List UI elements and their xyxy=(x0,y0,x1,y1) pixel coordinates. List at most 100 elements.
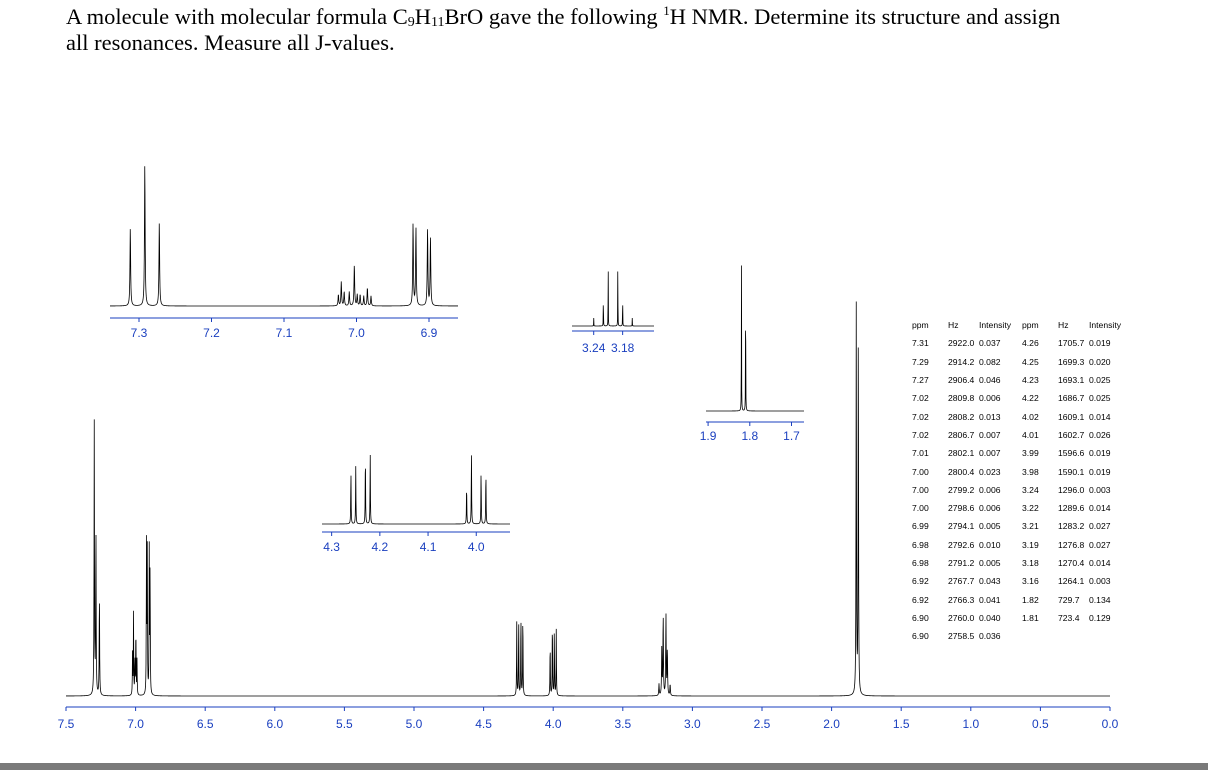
x-tick-label: 0.5 xyxy=(1032,717,1049,731)
peak-table-cell: 2914.2 xyxy=(948,356,975,367)
peak-table-cell: 0.041 xyxy=(979,594,1001,605)
peak-table-cell: 7.00 xyxy=(912,503,929,514)
peak-table-cell: 0.007 xyxy=(979,448,1001,459)
peak-table-cell: 6.92 xyxy=(912,594,929,605)
inset-oxymethylene-trace xyxy=(322,455,510,525)
peak-table-row: 4.01 1602.7 0.026 xyxy=(1022,426,1134,444)
peak-table-row: 6.92 2766.3 0.041 xyxy=(912,590,1024,608)
peak-table-cell: 1.82 xyxy=(1022,594,1039,605)
inset-methylene-tick-label: 3.24 xyxy=(582,341,606,355)
peak-table-header-cell: Hz xyxy=(1058,320,1069,331)
peak-table-cell: 7.29 xyxy=(912,356,929,367)
x-tick-label: 7.0 xyxy=(127,717,144,731)
peak-table-cell: 1602.7 xyxy=(1058,429,1085,440)
peak-table-cell: 6.90 xyxy=(912,631,929,642)
peak-table-cell: 0.014 xyxy=(1089,503,1111,514)
peak-table-cell: 0.014 xyxy=(1089,411,1111,422)
peak-table-cell: 0.006 xyxy=(979,484,1001,495)
peak-table-cell: 4.02 xyxy=(1022,411,1039,422)
peak-table-cell: 7.27 xyxy=(912,375,929,386)
peak-table-row: 3.16 1264.1 0.003 xyxy=(1022,572,1134,590)
peak-table-cell: 1609.1 xyxy=(1058,411,1085,422)
x-tick-label: 0.0 xyxy=(1102,717,1119,731)
peak-table-cell: 2766.3 xyxy=(948,594,975,605)
x-tick-label: 1.0 xyxy=(962,717,979,731)
peak-table-row: 6.92 2767.7 0.043 xyxy=(912,572,1024,590)
peak-table-cell: 1264.1 xyxy=(1058,576,1085,587)
peak-table-row: 7.02 2809.8 0.006 xyxy=(912,389,1024,407)
peak-table-row: 6.98 2792.6 0.010 xyxy=(912,536,1024,554)
peak-table-cell: 1296.0 xyxy=(1058,484,1085,495)
peak-table-cell: 3.24 xyxy=(1022,484,1039,495)
inset-aromatic-trace xyxy=(110,166,458,307)
peak-table-cell: 1596.6 xyxy=(1058,448,1085,459)
peak-table-cell: 1.81 xyxy=(1022,612,1039,623)
peak-table-cell: 0.020 xyxy=(1089,356,1111,367)
peak-table-cell: 2760.0 xyxy=(948,612,975,623)
peak-table-cell: 0.019 xyxy=(1089,448,1111,459)
peak-table-cell: 2906.4 xyxy=(948,375,975,386)
peak-table-cell: 729.7 xyxy=(1058,594,1080,605)
peak-table-cell: 7.01 xyxy=(912,448,929,459)
peak-table-cell: 0.027 xyxy=(1089,521,1111,532)
peak-table-cell: 0.036 xyxy=(979,631,1001,642)
inset-oxymethylene-tick-label: 4.3 xyxy=(323,540,340,554)
peak-table-cell: 1283.2 xyxy=(1058,521,1085,532)
footer-bar xyxy=(0,763,1208,770)
x-tick-label: 4.0 xyxy=(545,717,562,731)
peak-table-cell: 2794.1 xyxy=(948,521,975,532)
peak-table-cell: 2922.0 xyxy=(948,338,975,349)
peak-table-cell: 0.006 xyxy=(979,393,1001,404)
peak-table-cell: 1276.8 xyxy=(1058,539,1085,550)
x-tick-label: 2.5 xyxy=(754,717,771,731)
peak-table-cell: 0.013 xyxy=(979,411,1001,422)
peak-table-cell: 0.043 xyxy=(979,576,1001,587)
spectrum-trace xyxy=(66,301,1110,697)
x-tick-label: 6.0 xyxy=(266,717,283,731)
peak-table-row: 6.90 2760.0 0.040 xyxy=(912,609,1024,627)
peak-table-row: 7.01 2802.1 0.007 xyxy=(912,444,1024,462)
peak-table-cell: 4.25 xyxy=(1022,356,1039,367)
peak-table-cell: 6.90 xyxy=(912,612,929,623)
inset-methyl-tick-label: 1.7 xyxy=(783,429,800,443)
peak-table-row: 3.21 1283.2 0.027 xyxy=(1022,517,1134,535)
peak-table-cell: 2806.7 xyxy=(948,429,975,440)
peak-table-cell: 2802.1 xyxy=(948,448,975,459)
peak-table-cell: 0.040 xyxy=(979,612,1001,623)
x-tick-label: 3.5 xyxy=(614,717,631,731)
peak-table-cell: 1693.1 xyxy=(1058,375,1085,386)
peak-table-row: 4.23 1693.1 0.025 xyxy=(1022,371,1134,389)
inset-methyl-tick-label: 1.9 xyxy=(700,429,717,443)
peak-table-row: 7.00 2798.6 0.006 xyxy=(912,499,1024,517)
peak-table-header: ppm Hz Intensity xyxy=(912,316,1024,334)
peak-table-cell: 4.22 xyxy=(1022,393,1039,404)
peak-table-row: 3.19 1276.8 0.027 xyxy=(1022,536,1134,554)
peak-table-cell: 4.26 xyxy=(1022,338,1039,349)
peak-table-cell: 3.18 xyxy=(1022,558,1039,568)
peak-table-row: 4.25 1699.3 0.020 xyxy=(1022,353,1134,371)
peak-table-cell: 0.037 xyxy=(979,338,1001,349)
peak-table-row: 7.00 2799.2 0.006 xyxy=(912,481,1024,499)
peak-table-row: 4.22 1686.7 0.025 xyxy=(1022,389,1134,407)
peak-table-column: ppm Hz Intensity 7.31 2922.0 0.037 7.29 2914.2 0… xyxy=(912,316,1024,645)
inset-oxymethylene-tick-label: 4.1 xyxy=(420,540,437,554)
peak-table-cell: 6.98 xyxy=(912,558,929,568)
peak-table-row: 7.27 2906.4 0.046 xyxy=(912,371,1024,389)
inset-methylene-tick-label: 3.18 xyxy=(611,341,635,355)
inset-aromatic-tick-label: 7.0 xyxy=(348,326,365,340)
inset-methylene-trace xyxy=(572,271,654,327)
peak-table-cell: 2799.2 xyxy=(948,484,975,495)
peak-table-cell: 0.003 xyxy=(1089,484,1111,495)
inset-aromatic-tick-label: 6.9 xyxy=(421,326,438,340)
peak-table-cell: 2758.5 xyxy=(948,631,975,642)
peak-table-cell: 3.16 xyxy=(1022,576,1039,587)
peak-table-cell: 7.00 xyxy=(912,466,929,477)
peak-table-header-cell: Hz xyxy=(948,320,959,331)
peak-table-cell: 1686.7 xyxy=(1058,393,1085,404)
peak-table-cell: 2800.4 xyxy=(948,466,975,477)
peak-table-cell: 0.003 xyxy=(1089,576,1111,587)
peak-table-cell: 2808.2 xyxy=(948,411,975,422)
peak-table-cell: 7.00 xyxy=(912,484,929,495)
peak-table-cell: 4.01 xyxy=(1022,429,1039,440)
